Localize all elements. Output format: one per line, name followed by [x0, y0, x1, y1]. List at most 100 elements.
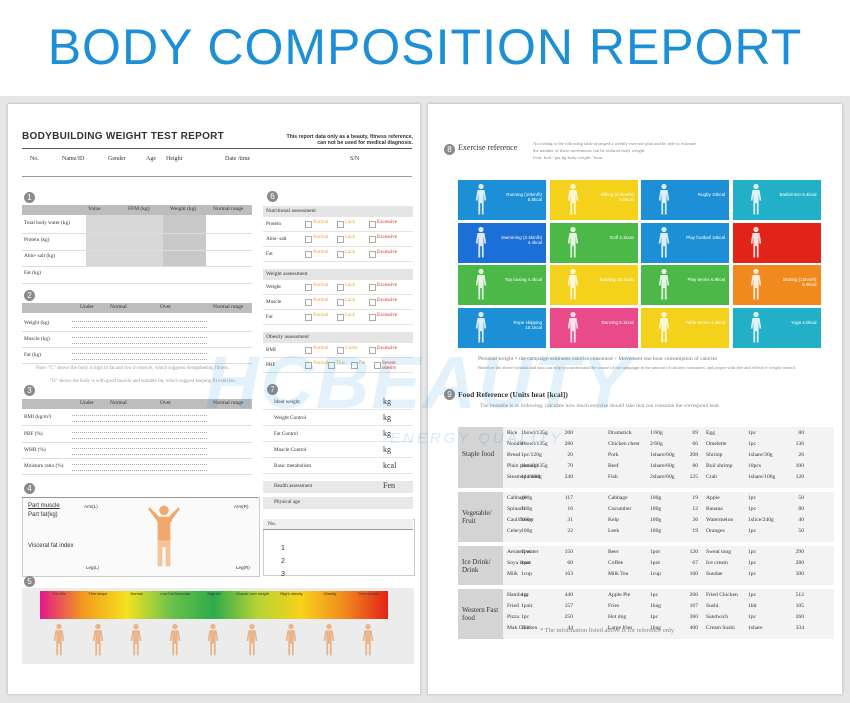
food-cell: 512	[795, 592, 804, 598]
activity-label: Swimming (2.4km/h) 4.4kcal	[500, 234, 542, 245]
checkbox	[369, 221, 376, 228]
food-cell: Oranges	[706, 528, 725, 534]
intro: The heatable is as following, calculate …	[480, 403, 721, 409]
food-cell: Soya bean	[507, 560, 531, 566]
column-label: Weight (kg)	[170, 206, 197, 212]
food-cell: 1cup	[521, 571, 532, 577]
row-label: WHR (%)	[24, 447, 46, 453]
food-cell: Sundae	[706, 571, 723, 577]
row-label: Moisture ratio (%)	[24, 463, 64, 469]
food-cell: 1/60g	[650, 430, 663, 436]
row-label: Physical age	[274, 499, 301, 505]
checkbox	[351, 362, 358, 369]
athlete-icon	[567, 183, 578, 215]
food-cell: Aerated water	[507, 549, 539, 555]
group-label: Staple food	[462, 449, 495, 458]
activity-label: Play football 10kcal	[686, 234, 725, 240]
food-cell: 1pc	[748, 506, 757, 512]
row-line	[263, 231, 413, 232]
group-rows-bg	[503, 492, 834, 542]
column-label: Normal	[110, 304, 127, 310]
row-number: 1	[281, 545, 285, 552]
option-label: Lack	[345, 220, 355, 225]
food-cell: 163	[564, 571, 573, 577]
food-cell: 44	[567, 625, 573, 631]
food-cell: Ice cream	[706, 560, 728, 566]
row-line	[263, 324, 413, 325]
checkbox	[369, 314, 376, 321]
food-cell: 100g	[521, 495, 533, 501]
food-cell: 19	[692, 528, 698, 534]
row-label: BMI (kg/m²)	[24, 414, 52, 420]
info-field: Date /time	[225, 156, 251, 162]
food-cell: Pork	[608, 452, 619, 458]
row-label: PBF (%)	[24, 431, 43, 437]
column-label: Normal	[110, 400, 127, 406]
row-label: Abio- salt	[266, 236, 287, 242]
row-bg	[263, 481, 413, 493]
row-line	[22, 474, 252, 475]
food-cell: 1pc	[650, 614, 659, 620]
unit: kcal	[383, 461, 397, 470]
option-label: Lack	[345, 313, 355, 318]
food-cell: 1pc	[748, 614, 757, 620]
food-cell: 80	[798, 430, 804, 436]
exercise-tile	[732, 180, 821, 220]
food-cell: 167	[689, 603, 698, 609]
food-cell: Hamburg	[507, 592, 529, 598]
figure-icon	[130, 623, 142, 656]
disclaimer: This report data only as a beauty, fitne…	[286, 134, 413, 146]
activity-label: Biking (8.8km/h) 5.0kcal	[600, 192, 634, 202]
column-label: Normal range	[213, 304, 244, 310]
athlete-icon	[475, 226, 487, 257]
row-label: Muscle (kg)	[24, 336, 50, 342]
food-cell: Cabbage	[608, 495, 628, 501]
food-cell: 250	[564, 614, 573, 620]
row-label: Fat Control	[274, 431, 298, 437]
checkbox	[369, 284, 376, 291]
food-cell: 1share/60g	[650, 452, 675, 458]
athlete-icon	[750, 183, 761, 215]
group-header	[263, 269, 413, 280]
checkbox	[337, 251, 344, 258]
food-cell: 100g	[650, 495, 662, 501]
scale-label: Slight obesity	[280, 592, 303, 596]
rule	[22, 148, 412, 149]
figure-icon	[53, 623, 65, 656]
checkbox	[337, 236, 344, 243]
checkbox	[305, 314, 312, 321]
food-cell: 208	[689, 452, 698, 458]
watermark-tagline: ENERGY QUALITY	[390, 430, 564, 447]
row-label: BMI	[266, 347, 276, 353]
food-cell: Large fries	[608, 625, 633, 631]
row-number: 2	[281, 558, 285, 565]
food-cell: 66	[692, 441, 698, 447]
food-cell: 1pc/100g	[521, 474, 542, 480]
activity-label: Skating (10km/h) 5.9kcal	[782, 277, 817, 287]
athlete-icon	[750, 226, 761, 257]
row-label: Protein	[266, 221, 281, 227]
rule	[22, 176, 412, 177]
formula: Personal weight × the campaign estimates…	[478, 356, 718, 362]
option-label: Excessive	[377, 250, 397, 255]
row-bg	[263, 461, 413, 474]
info-field: No.	[30, 156, 39, 162]
food-cell: Apple Pie	[608, 592, 631, 598]
food-cell: 100g	[650, 528, 662, 534]
food-cell: Drumstick	[608, 430, 632, 436]
food-cell: Noodle	[507, 441, 524, 447]
food-cell: 1bit	[748, 603, 757, 609]
food-cell: Hot dog	[608, 614, 627, 620]
food-cell: 1pc	[748, 549, 757, 555]
figure-icon	[323, 623, 335, 656]
food-cell: Spinach	[507, 506, 526, 512]
food-cell: 1pc	[748, 528, 757, 534]
option-label: Normal	[313, 235, 329, 240]
option-label: Normal	[313, 313, 329, 318]
food-cell: 300	[795, 571, 804, 577]
food-cell: Apple	[706, 495, 720, 501]
option-label: Excessive	[377, 346, 397, 351]
exercise-tile	[458, 307, 546, 348]
column-label: Over	[160, 400, 171, 406]
